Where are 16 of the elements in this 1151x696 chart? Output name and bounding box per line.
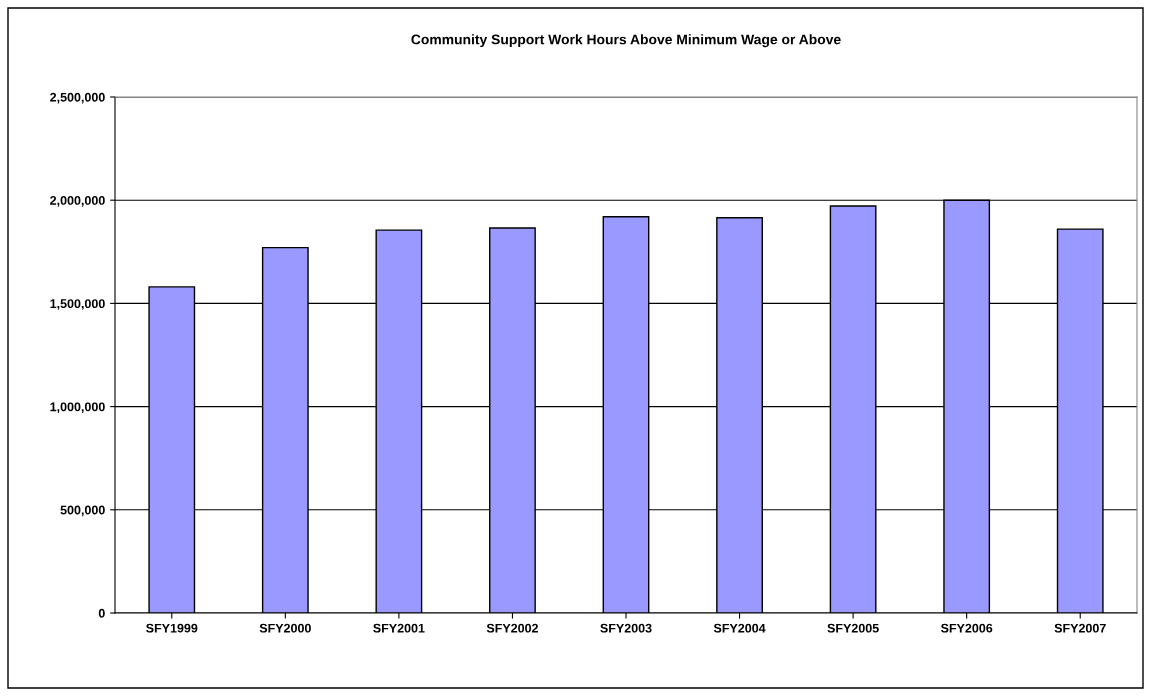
x-tick-label: SFY1999 (146, 623, 198, 633)
y-tick-label: 2,000,000 (50, 196, 105, 207)
y-tick-label: 1,000,000 (50, 402, 105, 414)
x-tick-label: SFY2007 (1054, 623, 1106, 633)
x-tick-label: SFY2001 (373, 623, 425, 633)
chart-title: Community Support Work Hours Above Minimum Wage or Above (411, 34, 841, 48)
x-tick-label: SFY2004 (713, 623, 766, 633)
y-tick-label: 500,000 (60, 505, 105, 517)
x-tick-label: SFY2005 (827, 623, 879, 633)
x-tick-label: SFY2002 (486, 623, 538, 633)
x-tick-label: SFY2000 (259, 623, 311, 633)
y-tick-label: 0 (98, 608, 105, 618)
x-tick-label: SFY2003 (600, 623, 652, 633)
y-tick-label: 2,500,000 (50, 92, 105, 104)
x-tick-label: SFY2006 (940, 623, 993, 633)
y-tick-label: 1,500,000 (50, 299, 105, 310)
